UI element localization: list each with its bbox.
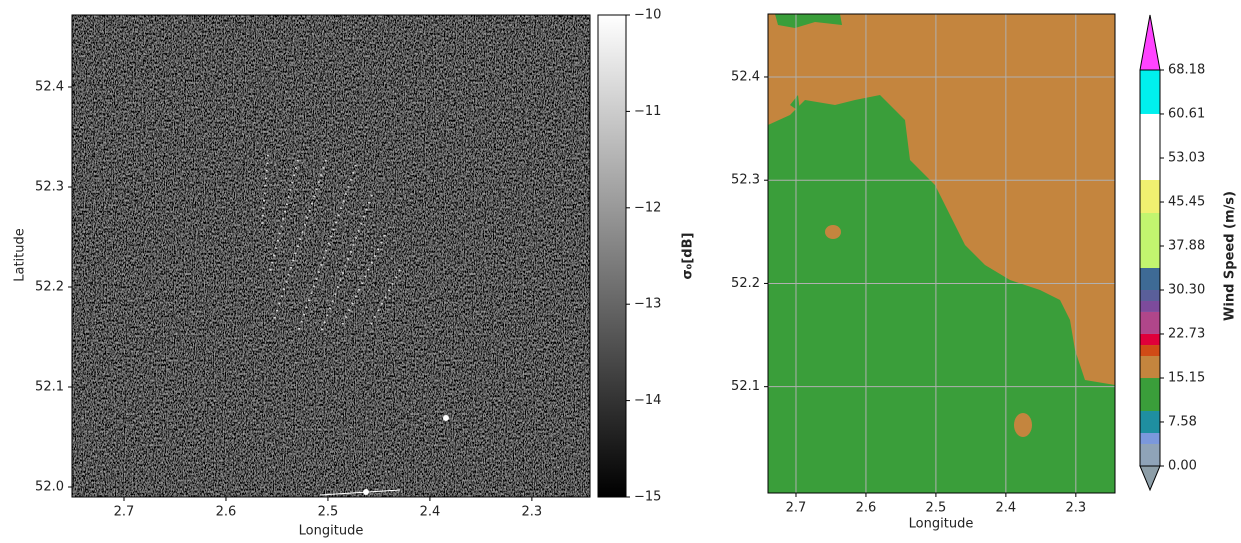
x-tick-label: 2.5 [926, 501, 947, 516]
colorbar-band [1140, 268, 1160, 290]
x-axis-label: Longitude [909, 517, 974, 532]
colorbar-label: Wind Speed (m/s) [1223, 191, 1238, 321]
colorbar-tick-label: 37.88 [1168, 238, 1205, 253]
y-tick-label: 52.1 [35, 380, 64, 395]
y-tick-label: 52.3 [35, 180, 64, 195]
colorbar-tick-label: 15.15 [1168, 371, 1205, 386]
colorbar-tick-label: 30.30 [1168, 283, 1205, 298]
colorbar-tick-label: 68.18 [1168, 63, 1205, 78]
y-tick-label: 52.2 [731, 276, 760, 291]
x-tick-label: 2.6 [216, 505, 237, 520]
colorbar-tick-label: −11 [634, 104, 661, 119]
colorbar-tick-label: −14 [634, 393, 661, 408]
x-tick-label: 2.7 [786, 501, 807, 516]
colorbar-band [1140, 301, 1160, 312]
x-tick-label: 2.3 [1065, 501, 1086, 516]
colorbar-tick-label: 45.45 [1168, 195, 1205, 210]
x-tick-label: 2.4 [996, 501, 1017, 516]
colorbar-tick-label: 7.58 [1168, 414, 1197, 429]
colorbar-band [1140, 444, 1160, 466]
x-tick-label: 2.6 [856, 501, 877, 516]
colorbar-tick-label: −12 [634, 200, 661, 215]
y-tick-label: 52.4 [35, 80, 64, 95]
y-axis-label: Latitude [13, 228, 28, 282]
y-tick-label: 52.3 [731, 173, 760, 188]
colorbar-band [1140, 290, 1160, 301]
colorbar-extend [1140, 466, 1160, 490]
x-tick-label: 2.3 [522, 505, 543, 520]
colorbar-tick-label: −13 [634, 297, 661, 312]
x-tick-label: 2.5 [318, 505, 339, 520]
colorbar-extend [1140, 15, 1160, 70]
colorbar-band [1140, 411, 1160, 433]
colorbar-band [1140, 213, 1160, 268]
colorbar-band [1140, 114, 1160, 180]
colorbar [598, 15, 626, 497]
x-tick-label: 2.4 [420, 505, 441, 520]
colorbar-band [1140, 433, 1160, 444]
y-tick-label: 52.1 [731, 379, 760, 394]
wind-field [768, 14, 1115, 493]
y-tick-label: 52.2 [35, 280, 64, 295]
colorbar-tick-label: 0.00 [1168, 459, 1197, 474]
colorbar-band [1140, 312, 1160, 334]
colorbar-tick-label: −10 [634, 8, 661, 23]
colorbar-tick-label: −15 [634, 490, 661, 505]
colorbar-label: σ₀[dB] [681, 233, 696, 280]
colorbar-band [1140, 180, 1160, 213]
colorbar-band [1140, 345, 1160, 356]
x-axis-label: Longitude [299, 524, 364, 539]
colorbar-band [1140, 378, 1160, 411]
y-tick-label: 52.0 [35, 480, 64, 495]
colorbar-tick-label: 60.61 [1168, 106, 1205, 121]
colorbar-tick-label: 53.03 [1168, 150, 1205, 165]
colorbar-band [1140, 70, 1160, 114]
colorbar-tick-label: 22.73 [1168, 326, 1205, 341]
colorbar-band [1140, 356, 1160, 378]
colorbar-band [1140, 334, 1160, 345]
sar-image [72, 15, 590, 497]
x-tick-label: 2.7 [114, 505, 135, 520]
y-tick-label: 52.4 [731, 69, 760, 84]
figure: Latitude Longitude Longitude σ₀[dB] Wind… [0, 0, 1241, 539]
